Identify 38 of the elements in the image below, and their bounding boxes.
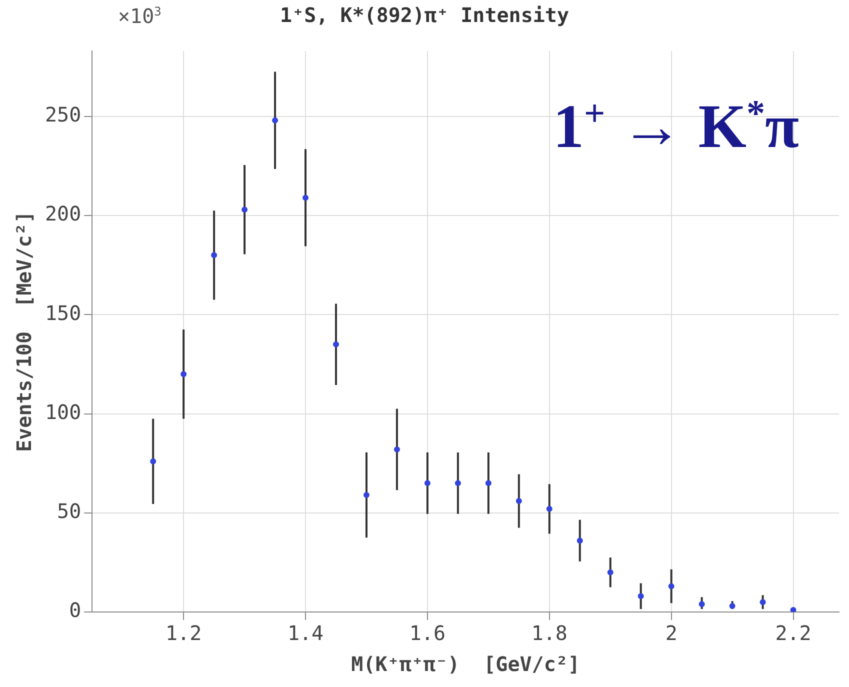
point [180, 371, 187, 378]
point [211, 252, 218, 258]
point [454, 480, 461, 486]
point [150, 458, 156, 464]
point [485, 480, 492, 486]
point [424, 480, 430, 486]
point [576, 538, 583, 544]
x-tick-label: 1.6 [409, 621, 446, 646]
x-tick-label: 2 [665, 621, 678, 646]
point [668, 583, 674, 590]
text: ×10$^{3}$ [118, 4, 162, 28]
point [242, 206, 248, 213]
x-tick-label: 1.2 [166, 621, 202, 646]
y-tick-label: 50 [57, 499, 82, 524]
point [394, 446, 400, 452]
y-tick-label: 150 [45, 300, 82, 325]
y-tick-label: 0 [69, 598, 82, 622]
x-axis-title: M(K⁺π⁺π⁻) [GeV/c²] [351, 652, 580, 676]
chart-title: 1⁺S, K*(892)π⁺ Intensity [280, 3, 569, 28]
y-tick-label: 200 [45, 202, 82, 226]
point [638, 593, 644, 600]
y-tick-label: 250 [45, 102, 82, 127]
point [760, 599, 766, 606]
point [790, 607, 796, 612]
y-axis-title: Events/100 [MeV/c²] [12, 211, 36, 452]
x-tick-label: 1.8 [531, 621, 568, 646]
point [698, 601, 705, 608]
point [272, 117, 278, 124]
x-tick-label: 2.2 [775, 621, 812, 646]
point [546, 506, 552, 512]
point [363, 492, 370, 498]
point [302, 194, 309, 201]
y-tick-label: 100 [45, 400, 82, 424]
annotation: 1$^{+}$ → K$^{*}$π [553, 92, 799, 163]
point [516, 498, 522, 504]
x-tick-label: 1.4 [287, 621, 324, 646]
point [607, 569, 614, 576]
point [333, 341, 339, 348]
